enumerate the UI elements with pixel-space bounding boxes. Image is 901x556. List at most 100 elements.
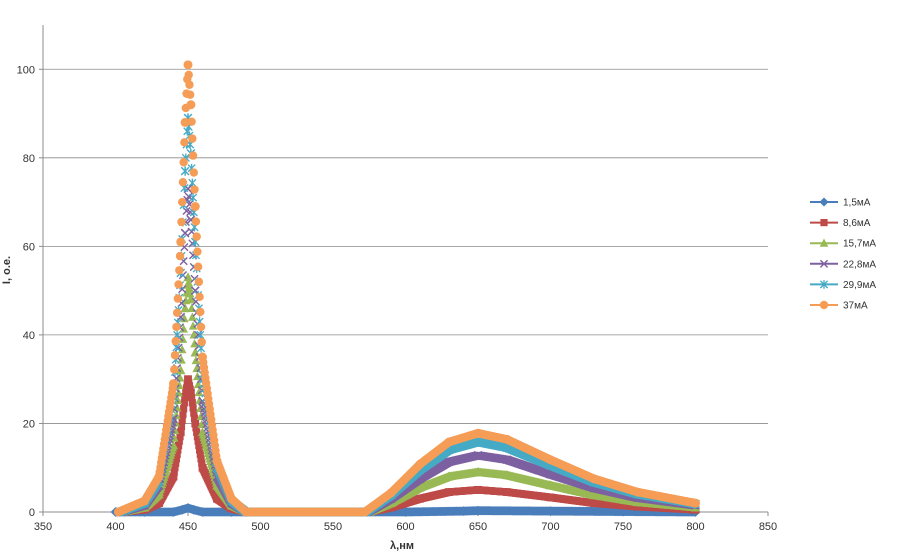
data-point-key bbox=[180, 303, 190, 313]
data-point bbox=[174, 446, 182, 454]
data-point bbox=[184, 70, 193, 80]
data-point-key bbox=[589, 490, 599, 500]
data-point bbox=[174, 280, 183, 289]
data-point-key bbox=[197, 507, 208, 517]
data-point bbox=[188, 178, 197, 188]
y-tick-label: 0 bbox=[29, 507, 35, 519]
data-point-key bbox=[176, 237, 186, 247]
data-point-key bbox=[183, 272, 193, 282]
data-point bbox=[193, 262, 203, 271]
x-tick-label: 850 bbox=[759, 521, 777, 533]
data-point bbox=[180, 313, 189, 323]
data-point bbox=[175, 437, 183, 445]
legend-item: 37мА bbox=[810, 301, 868, 312]
x-tick-label: 550 bbox=[324, 521, 342, 533]
data-point-key bbox=[181, 392, 189, 401]
data-point-key bbox=[212, 456, 222, 466]
data-point-key bbox=[168, 507, 179, 517]
legend-label: 15,7мА bbox=[843, 239, 876, 250]
data-point bbox=[188, 312, 197, 321]
data-point bbox=[193, 433, 202, 441]
series-layer bbox=[110, 60, 701, 517]
data-point-key bbox=[473, 428, 483, 438]
data-point bbox=[187, 117, 196, 126]
data-point-key bbox=[473, 467, 483, 477]
data-point-key bbox=[183, 60, 193, 70]
legend-label: 8,6мА bbox=[843, 218, 871, 229]
data-point-key bbox=[416, 494, 424, 503]
data-point bbox=[195, 441, 203, 450]
legend-marker bbox=[819, 259, 829, 268]
x-tick-label: 700 bbox=[541, 521, 559, 533]
data-point bbox=[176, 433, 184, 441]
data-point-key bbox=[444, 471, 454, 481]
grid-lines bbox=[43, 68, 768, 424]
data-point-key bbox=[241, 507, 251, 517]
data-point bbox=[196, 322, 206, 332]
legend-marker bbox=[819, 280, 829, 289]
data-point bbox=[174, 441, 183, 450]
data-point-key bbox=[415, 459, 425, 469]
y-tick-label: 60 bbox=[23, 241, 35, 253]
data-point bbox=[185, 283, 194, 293]
data-point bbox=[171, 464, 179, 472]
data-point-key bbox=[546, 493, 555, 502]
data-point-key bbox=[154, 472, 164, 482]
y-tick-label: 100 bbox=[17, 64, 35, 76]
data-point bbox=[198, 459, 206, 467]
data-point bbox=[190, 185, 199, 194]
data-point-key bbox=[545, 506, 556, 517]
x-tick-label: 400 bbox=[106, 521, 124, 533]
data-point bbox=[170, 365, 179, 374]
data-point bbox=[189, 168, 198, 177]
legend-label: 37мА bbox=[843, 301, 868, 312]
data-point-key bbox=[444, 437, 454, 447]
data-point-key bbox=[545, 480, 556, 490]
data-point bbox=[171, 336, 180, 346]
data-point-key bbox=[198, 463, 207, 472]
data-point bbox=[178, 177, 188, 187]
legend-item: 1,5мА bbox=[810, 197, 871, 209]
data-point-key bbox=[186, 294, 196, 304]
data-point bbox=[185, 80, 194, 89]
data-point-key bbox=[227, 494, 236, 504]
data-point-key bbox=[473, 437, 483, 447]
data-point-key bbox=[169, 379, 178, 389]
data-point-key bbox=[445, 488, 453, 496]
data-point-key bbox=[113, 507, 123, 517]
data-point bbox=[185, 90, 195, 99]
legend-item: 22,8мА bbox=[810, 259, 876, 270]
data-point bbox=[196, 446, 204, 454]
x-axis-title: λ,нм bbox=[390, 540, 414, 552]
data-point bbox=[180, 399, 188, 407]
data-point bbox=[172, 459, 180, 467]
data-point bbox=[185, 289, 195, 298]
data-point bbox=[179, 158, 188, 167]
x-tick-label: 800 bbox=[686, 521, 704, 533]
data-point-key bbox=[186, 100, 196, 110]
data-point-key bbox=[458, 506, 469, 517]
data-point-key bbox=[198, 352, 207, 362]
data-point bbox=[194, 277, 204, 286]
data-point bbox=[180, 138, 189, 147]
data-point bbox=[179, 411, 187, 419]
data-point bbox=[188, 399, 196, 407]
data-point bbox=[178, 334, 188, 343]
data-point bbox=[182, 388, 190, 397]
data-point bbox=[177, 344, 187, 354]
axes bbox=[39, 25, 769, 516]
data-point-key bbox=[190, 202, 200, 212]
data-point-key bbox=[213, 494, 221, 503]
x-tick-label: 600 bbox=[396, 521, 414, 533]
data-point-key bbox=[502, 434, 512, 444]
data-point bbox=[188, 151, 198, 160]
data-point-key bbox=[180, 117, 190, 127]
data-point bbox=[170, 468, 178, 476]
data-point-key bbox=[691, 498, 700, 508]
data-point bbox=[177, 217, 186, 227]
data-point-key bbox=[176, 365, 186, 375]
data-point bbox=[193, 428, 201, 436]
data-point bbox=[189, 404, 197, 412]
